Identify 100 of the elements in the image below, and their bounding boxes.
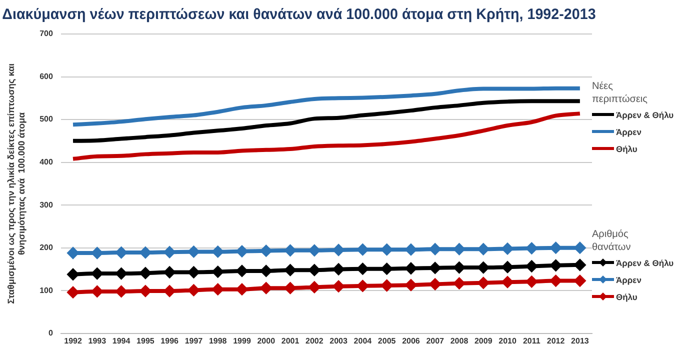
point [236, 246, 248, 257]
annotation: Νέες περιπτώσεις [592, 80, 648, 106]
point [405, 244, 416, 256]
x-tick-label: 1998 [208, 336, 228, 346]
point [526, 276, 538, 288]
point [405, 262, 416, 274]
legend-label: Θήλυ [616, 144, 638, 154]
y-axis-title: Σταθμισμένοι ως προς την ηλικία δείκτες επίπτωσης και θνησιμότητας ανά 100.000 άτομα [6, 63, 27, 304]
annotation: Αριθμός θανάτων [592, 228, 632, 254]
point [284, 264, 296, 276]
point [68, 286, 79, 298]
point [405, 280, 416, 291]
point [574, 242, 586, 254]
x-tick-label: 2000 [257, 336, 276, 346]
y-tick-label: 200 [40, 243, 54, 252]
x-tick-label: 1992 [64, 336, 82, 346]
point [430, 278, 441, 290]
point [574, 275, 586, 286]
point [116, 268, 127, 280]
y-tick-label: 500 [40, 114, 54, 124]
point [550, 260, 562, 271]
point [526, 242, 538, 254]
x-tick-label: 2011 [522, 336, 541, 346]
point [308, 244, 320, 256]
legend-label: Άρρεν [616, 126, 642, 136]
legend-label: Άρρεν & Θήλυ [616, 258, 674, 268]
x-tick-label: 1994 [112, 336, 131, 346]
point [502, 243, 514, 254]
point [212, 266, 224, 278]
point [188, 246, 200, 258]
x-tick-label: 1997 [184, 336, 204, 346]
legend-label: Άρρεν & Θήλυ [616, 110, 674, 120]
x-tick-label: 2002 [306, 336, 324, 346]
point [236, 265, 248, 276]
legend-label: Θήλυ [616, 292, 638, 302]
x-tick-label: 2001 [281, 336, 300, 346]
point [381, 244, 392, 256]
point [454, 262, 465, 274]
point [92, 247, 103, 258]
y-tick-label: 300 [40, 200, 54, 210]
point [116, 286, 127, 297]
point [478, 277, 489, 288]
line-series [71, 112, 582, 161]
point [381, 263, 392, 274]
x-tick-label: 1996 [160, 336, 180, 346]
y-tick-label: 100 [40, 286, 54, 295]
x-tick-label: 2008 [450, 336, 469, 346]
line-series [71, 99, 582, 143]
legend-label: Άρρεν [616, 274, 642, 284]
chart-title: Διακύμανση νέων περιπτώσεων και θανάτων ανά 100.000 άτομα στη Κρήτη, 1992-2013 [2, 6, 596, 24]
point [502, 276, 514, 288]
line-series [71, 86, 582, 127]
x-tick-label: 2007 [426, 336, 445, 346]
x-tick-label: 2009 [474, 336, 493, 346]
point [92, 286, 103, 297]
point [478, 262, 489, 274]
x-tick-label: 2012 [546, 336, 566, 346]
point [140, 286, 151, 297]
point [550, 242, 562, 254]
point [236, 284, 248, 295]
point [140, 268, 151, 279]
point [284, 244, 296, 256]
point [308, 282, 320, 293]
point [260, 245, 272, 256]
point [188, 266, 200, 278]
point [92, 268, 103, 280]
x-tick-label: 1993 [88, 336, 107, 346]
x-tick-label: 2010 [498, 336, 517, 346]
x-tick-label: 2013 [571, 336, 590, 346]
point [333, 244, 344, 256]
x-tick-label: 2004 [354, 336, 372, 346]
x-tick-label: 2005 [378, 336, 396, 346]
x-tick-label: 1999 [233, 336, 252, 346]
point [333, 280, 344, 292]
point [68, 268, 79, 280]
point [164, 246, 176, 258]
point [357, 244, 368, 256]
point [260, 282, 272, 294]
point [308, 264, 320, 276]
point [357, 280, 368, 292]
point [357, 263, 368, 274]
x-tick-label: 2006 [402, 336, 420, 346]
point [68, 247, 79, 258]
x-tick-label: 2003 [330, 336, 348, 346]
y-tick-label: 700 [40, 29, 54, 38]
point [188, 284, 200, 296]
x-tick-label: 1995 [136, 336, 155, 346]
point [526, 260, 538, 272]
point [333, 264, 344, 275]
point [164, 266, 176, 278]
point [478, 244, 489, 255]
point [212, 246, 224, 258]
point [430, 244, 441, 255]
point [260, 265, 272, 276]
point [381, 280, 392, 291]
point [164, 286, 176, 297]
y-tick-label: 0 [48, 328, 54, 338]
point [284, 282, 296, 294]
y-tick-label: 600 [40, 72, 54, 81]
y-tick-label: 400 [40, 158, 54, 167]
